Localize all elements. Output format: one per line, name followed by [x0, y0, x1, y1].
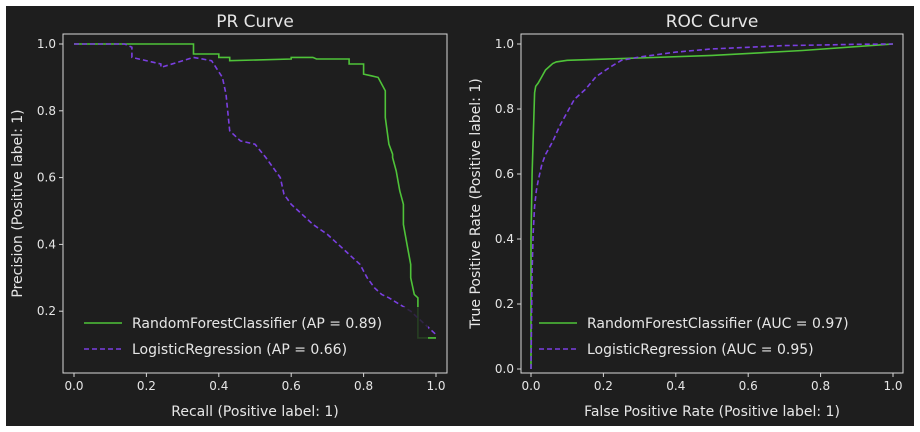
axes-frame	[520, 33, 904, 374]
x-tick-label: 0.8	[811, 379, 830, 393]
y-tick-label: 1.0	[495, 37, 514, 51]
legend-label: LogisticRegression (AUC = 0.95)	[587, 342, 814, 358]
legend-label: RandomForestClassifier (AUC = 0.97)	[587, 316, 849, 332]
x-tick-label: 0.6	[282, 379, 301, 393]
figure-background	[6, 6, 914, 426]
y-axis-label: Precision (Positive label: 1)	[10, 109, 26, 297]
x-tick-label: 0.0	[521, 379, 540, 393]
x-tick-label: 0.0	[64, 379, 83, 393]
y-tick-label: 0.4	[495, 232, 514, 246]
y-tick-label: 0.2	[495, 297, 514, 311]
roc-curve-panel: ROC Curve 0.0 0.2 0.4 0.6 0.8 1.0 0.0 0.2 0.4 0.6 0…	[468, 12, 904, 420]
x-tick-label: 1.0	[883, 379, 902, 393]
y-axis-label: True Positive Rate (Positive label: 1)	[468, 78, 484, 329]
y-tick-label: 0.8	[37, 104, 56, 118]
y-tick-label: 0.6	[37, 171, 56, 185]
y-tick-label: 1.0	[37, 37, 56, 51]
series-line-random-forest	[530, 43, 894, 369]
x-tick-label: 0.6	[739, 379, 758, 393]
x-axis-label: False Positive Rate (Positive label: 1)	[584, 404, 840, 420]
y-tick-label: 0.2	[37, 304, 56, 318]
pr-curve-panel: PR Curve 0.0 0.2 0.4 0.6 0.8 1.0 0.2 0.4 0.6 0.8 1.…	[10, 12, 448, 420]
y-tick-label: 0.0	[495, 362, 514, 376]
series-line-logistic-regression	[74, 43, 437, 336]
legend-label: RandomForestClassifier (AP = 0.89)	[132, 316, 382, 332]
x-tick-label: 0.2	[594, 379, 613, 393]
x-tick-label: 0.4	[209, 379, 228, 393]
axes-frame	[62, 33, 448, 374]
legend-box	[78, 307, 428, 362]
y-tick-label: 0.6	[495, 167, 514, 181]
chart-title: ROC Curve	[666, 12, 759, 32]
x-tick-label: 0.2	[137, 379, 156, 393]
series-line-random-forest	[74, 43, 436, 339]
x-tick-label: 0.4	[666, 379, 685, 393]
x-tick-label: 1.0	[426, 379, 445, 393]
legend-box	[533, 307, 895, 362]
x-tick-label: 0.8	[354, 379, 373, 393]
x-axis-label: Recall (Positive label: 1)	[171, 404, 339, 420]
y-tick-label: 0.8	[495, 102, 514, 116]
series-line-logistic-regression	[530, 43, 894, 370]
y-tick-label: 0.4	[37, 237, 56, 251]
chart-title: PR Curve	[216, 12, 294, 32]
legend-label: LogisticRegression (AP = 0.66)	[132, 342, 347, 358]
